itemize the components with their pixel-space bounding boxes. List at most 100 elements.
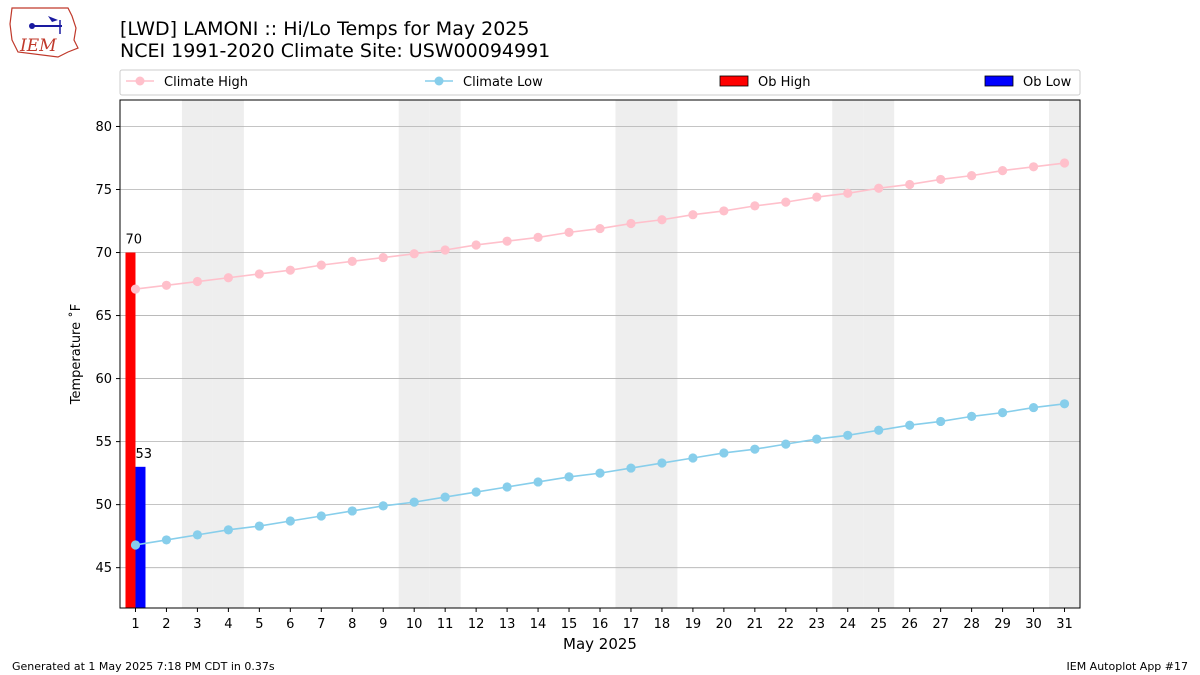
climate-high-point <box>1028 162 1039 172</box>
climate-low-point <box>595 468 605 478</box>
ob-low-bar-label: 53 <box>135 447 152 462</box>
y-tick-label: 70 <box>95 246 112 261</box>
x-tick-label: 11 <box>437 617 454 632</box>
ob-low-bar <box>135 466 146 608</box>
climate-low-point <box>161 535 172 545</box>
legend-label: Ob High <box>758 75 811 90</box>
climate-low-point <box>781 439 791 449</box>
plot-frame <box>119 99 1081 609</box>
climate-high-point <box>781 197 791 207</box>
weekend-band <box>646 100 678 608</box>
y-tick-label: 60 <box>95 372 112 387</box>
climate-low-point <box>254 521 264 531</box>
x-tick-label: 28 <box>963 617 980 632</box>
climate-high-point <box>843 188 853 198</box>
x-tick-label: 5 <box>255 617 263 632</box>
climate-low-point <box>316 511 326 521</box>
climate-high-point <box>533 232 543 242</box>
x-tick-label: 30 <box>1025 617 1042 632</box>
climate-low-point <box>285 516 295 526</box>
weekend-band <box>398 100 430 608</box>
climate-high-point <box>997 165 1008 176</box>
x-axis-ticks: 1 2 3 4 5 6 7 8 9 10 11 12 13 14 15 16 17 18 19 20 21 22 23 24 2… <box>131 608 1073 632</box>
y-tick-label: 50 <box>95 498 112 513</box>
legend-label: Climate Low <box>463 75 543 90</box>
climate-high-point <box>967 171 977 181</box>
x-axis-label: May 2025 <box>563 635 637 653</box>
climate-high-point <box>316 260 326 270</box>
climate-lines <box>130 158 1070 550</box>
legend-label: Climate High <box>164 75 248 90</box>
x-tick-label: 7 <box>317 617 325 632</box>
climate-low-point <box>997 408 1008 418</box>
climate-high-point <box>471 240 481 250</box>
x-tick-label: 23 <box>809 617 826 632</box>
weekend-band <box>1049 100 1080 608</box>
climate-low-point <box>378 501 388 511</box>
legend-item-ob-low: Ob Low <box>984 75 1072 90</box>
x-tick-label: 25 <box>870 617 887 632</box>
climate-low-point <box>843 430 853 440</box>
footer-generated: Generated at 1 May 2025 7:18 PM CDT in 0… <box>12 660 275 673</box>
climate-high-point <box>905 179 915 190</box>
climate-low-point <box>192 530 203 540</box>
weekend-band <box>615 100 647 608</box>
climate-low-point <box>657 458 667 468</box>
x-tick-label: 3 <box>193 617 201 632</box>
weekend-band <box>212 100 244 608</box>
climate-high-point <box>130 284 141 294</box>
y-tick-label: 75 <box>95 183 112 198</box>
climate-low-point <box>223 525 233 535</box>
climate-high-point <box>936 174 946 185</box>
weekend-band <box>429 100 461 608</box>
weekend-shading <box>181 100 1080 608</box>
climate-high-point <box>223 273 233 283</box>
chart-title: [LWD] LAMONI :: Hi/Lo Temps for May 2025 <box>120 18 529 40</box>
x-tick-label: 24 <box>839 617 856 632</box>
x-tick-label: 14 <box>530 617 547 632</box>
climate-high-point <box>502 236 512 246</box>
ob-high-bar <box>125 252 136 608</box>
x-tick-label: 13 <box>499 617 516 632</box>
y-tick-label: 65 <box>95 309 112 324</box>
y-tick-label: 45 <box>95 561 112 576</box>
climate-high-point <box>440 245 450 255</box>
climate-high-point <box>347 256 357 266</box>
climate-low-point <box>409 497 419 507</box>
climate-low-point <box>533 477 543 487</box>
x-tick-label: 2 <box>162 617 170 632</box>
climate-low-point <box>471 487 481 497</box>
weekend-band <box>181 100 213 608</box>
x-tick-label: 16 <box>592 617 609 632</box>
y-axis-ticks: 45 50 55 60 65 70 75 80 <box>95 120 120 576</box>
x-tick-label: 18 <box>654 617 671 632</box>
x-tick-label: 8 <box>348 617 356 632</box>
y-axis-label: Temperature ˚F <box>68 304 84 405</box>
climate-low-point <box>564 472 574 482</box>
x-tick-label: 6 <box>286 617 294 632</box>
climate-low-point <box>750 444 760 454</box>
x-tick-label: 21 <box>747 617 764 632</box>
x-tick-label: 15 <box>561 617 578 632</box>
observed-bars: 70 53 <box>125 233 152 608</box>
footer-app: IEM Autoplot App #17 <box>1067 660 1189 673</box>
ob-high-bar-label: 70 <box>125 233 142 248</box>
legend-item-ob-high: Ob High <box>719 75 811 90</box>
climate-low-point <box>812 434 822 444</box>
climate-high-point <box>874 183 884 193</box>
climate-high-point <box>626 218 636 229</box>
climate-low-point <box>440 492 450 502</box>
x-tick-label: 20 <box>716 617 733 632</box>
x-tick-label: 17 <box>623 617 640 632</box>
climate-high-point <box>812 192 822 202</box>
climate-high-point <box>254 269 264 279</box>
climate-high-point <box>192 276 203 287</box>
legend: Climate High Climate Low Ob High Ob Low <box>119 69 1081 96</box>
climate-low-point <box>719 448 729 458</box>
climate-low-point <box>502 482 512 492</box>
x-tick-label: 10 <box>406 617 423 632</box>
climate-high-point <box>688 210 698 220</box>
y-tick-label: 80 <box>95 120 112 135</box>
x-tick-label: 19 <box>685 617 702 632</box>
